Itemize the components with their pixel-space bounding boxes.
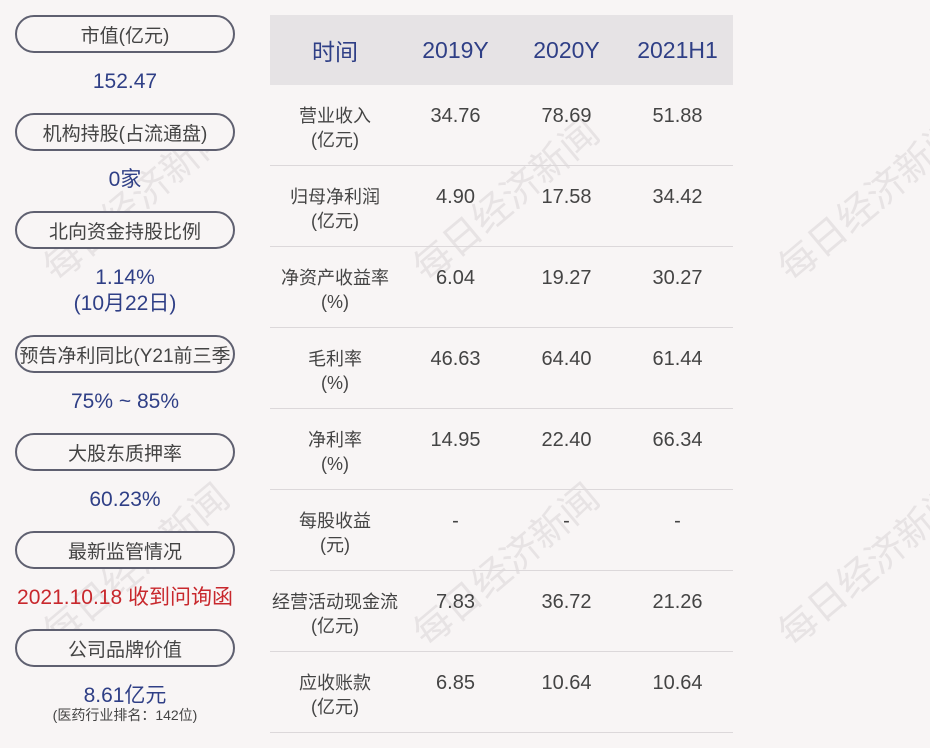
header-2020: 2020Y bbox=[533, 36, 600, 63]
header-2021h1: 2021H1 bbox=[637, 36, 718, 63]
market-cap-value: 152.47 bbox=[92, 70, 158, 93]
table-cell: - bbox=[563, 510, 570, 532]
northbound-ratio-date: (10月22日) bbox=[73, 292, 177, 315]
row-unit: (%) bbox=[321, 373, 349, 393]
regulation-status-label: 最新监管情况 bbox=[15, 531, 235, 569]
pledge-ratio-value: 60.23% bbox=[89, 488, 161, 511]
table-row: 毛利率 (%) 46.63 64.40 61.44 bbox=[270, 328, 733, 409]
institution-holding-value: 0家 bbox=[108, 168, 142, 191]
table-row: 净资产收益率 (%) 6.04 19.27 30.27 bbox=[270, 247, 733, 328]
table-row: 营业收入 (亿元) 34.76 78.69 51.88 bbox=[270, 85, 733, 166]
table-cell: 10.64 bbox=[652, 672, 703, 694]
table-cell: 64.40 bbox=[541, 348, 592, 370]
table-row: 每股收益 (元) - - - bbox=[270, 490, 733, 571]
header-2019: 2019Y bbox=[422, 36, 489, 63]
header-period: 时间 bbox=[312, 39, 358, 65]
forecast-profit-value: 75% ~ 85% bbox=[71, 390, 179, 413]
row-label: 经营活动现金流 (亿元) bbox=[270, 590, 400, 638]
table-cell: 17.58 bbox=[541, 186, 592, 208]
watermark: 每日经济新闻 bbox=[769, 475, 930, 656]
table-cell: 66.34 bbox=[652, 429, 703, 451]
brand-value-value: 8.61亿元 bbox=[83, 684, 167, 707]
row-unit: (%) bbox=[321, 454, 349, 474]
table-cell: 22.40 bbox=[541, 429, 592, 451]
table-cell: 14.95 bbox=[430, 429, 481, 451]
table-cell: 7.83 bbox=[436, 591, 475, 613]
watermark: 每日经济新闻 bbox=[769, 110, 930, 291]
pledge-ratio-label: 大股东质押率 bbox=[15, 433, 235, 471]
table-cell: 46.63 bbox=[430, 348, 481, 370]
row-label: 营业收入 (亿元) bbox=[270, 104, 400, 152]
table-cell: 34.42 bbox=[652, 186, 703, 208]
table-cell: 78.69 bbox=[541, 105, 592, 127]
row-label: 净利率 (%) bbox=[270, 428, 400, 476]
row-label: 应收账款 (亿元) bbox=[270, 671, 400, 719]
table-cell: 21.26 bbox=[652, 591, 703, 613]
table-cell: 6.04 bbox=[436, 267, 475, 289]
institution-holding-label: 机构持股(占流通盘) bbox=[15, 113, 235, 151]
forecast-profit-label: 预告净利同比(Y21前三季 bbox=[15, 335, 235, 373]
financial-table: 时间 2019Y 2020Y 2021H1 营业收入 (亿元) 34.76 78.… bbox=[270, 15, 733, 733]
table-cell: 30.27 bbox=[652, 267, 703, 289]
row-name: 经营活动现金流 bbox=[272, 592, 398, 612]
table-cell: 34.76 bbox=[430, 105, 481, 127]
row-name: 应收账款 bbox=[299, 673, 371, 693]
table-cell: - bbox=[674, 510, 681, 532]
regulation-status-value: 2021.10.18 收到问询函 bbox=[17, 586, 233, 609]
table-cell: - bbox=[452, 510, 459, 532]
northbound-ratio-label: 北向资金持股比例 bbox=[15, 211, 235, 249]
row-name: 毛利率 bbox=[308, 349, 362, 369]
row-unit: (亿元) bbox=[311, 130, 359, 150]
row-unit: (亿元) bbox=[311, 697, 359, 717]
row-name: 每股收益 bbox=[299, 511, 371, 531]
row-label: 归母净利润 (亿元) bbox=[270, 185, 400, 233]
row-unit: (亿元) bbox=[311, 616, 359, 636]
row-label: 净资产收益率 (%) bbox=[270, 266, 400, 314]
table-row: 归母净利润 (亿元) 4.90 17.58 34.42 bbox=[270, 166, 733, 247]
summary-panel: 市值(亿元) 152.47 机构持股(占流通盘) 0家 北向资金持股比例 1.1… bbox=[0, 0, 250, 748]
table-row: 经营活动现金流 (亿元) 7.83 36.72 21.26 bbox=[270, 571, 733, 652]
table-cell: 19.27 bbox=[541, 267, 592, 289]
row-name: 净资产收益率 bbox=[281, 268, 389, 288]
brand-rank-note: (医药行业排名：142位) bbox=[52, 707, 198, 723]
row-unit: (%) bbox=[321, 292, 349, 312]
brand-value-label: 公司品牌价值 bbox=[15, 629, 235, 667]
table-header: 时间 2019Y 2020Y 2021H1 bbox=[270, 15, 733, 85]
table-cell: 10.64 bbox=[541, 672, 592, 694]
brand-value-rank: (医药行业排名：142位) bbox=[0, 706, 250, 724]
row-name: 归母净利润 bbox=[290, 187, 380, 207]
table-row: 净利率 (%) 14.95 22.40 66.34 bbox=[270, 409, 733, 490]
table-cell: 6.85 bbox=[436, 672, 475, 694]
table-row: 应收账款 (亿元) 6.85 10.64 10.64 bbox=[270, 652, 733, 733]
row-unit: (亿元) bbox=[311, 211, 359, 231]
row-name: 营业收入 bbox=[299, 106, 371, 126]
table-cell: 61.44 bbox=[652, 348, 703, 370]
northbound-ratio-value: 1.14% bbox=[95, 266, 155, 289]
row-label: 每股收益 (元) bbox=[270, 509, 400, 557]
row-name: 净利率 bbox=[308, 430, 362, 450]
table-cell: 51.88 bbox=[652, 105, 703, 127]
row-unit: (元) bbox=[320, 535, 350, 555]
row-label: 毛利率 (%) bbox=[270, 347, 400, 395]
table-cell: 36.72 bbox=[541, 591, 592, 613]
table-cell: 4.90 bbox=[436, 186, 475, 208]
market-cap-label: 市值(亿元) bbox=[15, 15, 235, 53]
